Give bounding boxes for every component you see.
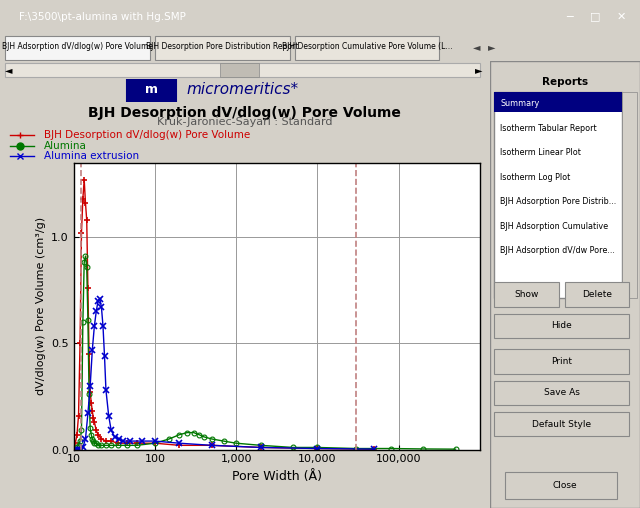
Bar — [494, 92, 622, 112]
FancyBboxPatch shape — [494, 380, 630, 405]
FancyBboxPatch shape — [494, 350, 630, 374]
Text: Alumina extrusion: Alumina extrusion — [44, 150, 139, 161]
Bar — [220, 62, 259, 77]
Text: BJH Adsorption Pore Distrib...: BJH Adsorption Pore Distrib... — [500, 197, 616, 206]
FancyBboxPatch shape — [494, 282, 559, 307]
X-axis label: Pore Width (Å): Pore Width (Å) — [232, 470, 322, 483]
FancyBboxPatch shape — [127, 79, 176, 101]
Bar — [5, 62, 480, 77]
Text: Close: Close — [552, 481, 577, 490]
Text: m: m — [145, 83, 158, 96]
Text: BJH Desorption dV/dlog(w) Pore Volume: BJH Desorption dV/dlog(w) Pore Volume — [44, 131, 250, 140]
Text: ►: ► — [475, 65, 483, 75]
Text: Default Style: Default Style — [532, 420, 591, 429]
FancyBboxPatch shape — [155, 36, 289, 59]
Text: ─: ─ — [566, 12, 573, 21]
FancyBboxPatch shape — [494, 92, 622, 298]
Text: BJH Adsorption dV/dw Pore...: BJH Adsorption dV/dw Pore... — [500, 246, 615, 256]
Text: Print: Print — [551, 357, 572, 366]
Text: Show: Show — [515, 290, 539, 299]
Text: Kruk-Jaroniec-Sayari : Standard: Kruk-Jaroniec-Sayari : Standard — [157, 117, 333, 127]
Text: Isotherm Log Plot: Isotherm Log Plot — [500, 173, 570, 182]
Text: BJH Adsorption dV/dlog(w) Pore Volume: BJH Adsorption dV/dlog(w) Pore Volume — [2, 42, 153, 51]
Text: ✕: ✕ — [616, 12, 625, 21]
FancyBboxPatch shape — [494, 412, 630, 436]
FancyBboxPatch shape — [564, 282, 630, 307]
Text: BJH Desorption Pore Distribution Report: BJH Desorption Pore Distribution Report — [146, 42, 298, 51]
Text: F:\3500\pt-alumina with Hg.SMP: F:\3500\pt-alumina with Hg.SMP — [19, 12, 186, 21]
Text: Delete: Delete — [582, 290, 612, 299]
Text: ►: ► — [488, 42, 495, 52]
Text: □: □ — [590, 12, 600, 21]
FancyBboxPatch shape — [294, 36, 439, 59]
Text: Save As: Save As — [544, 389, 580, 397]
Bar — [622, 92, 637, 298]
Text: Alumina: Alumina — [44, 141, 87, 150]
Text: Isotherm Tabular Report: Isotherm Tabular Report — [500, 123, 596, 133]
Y-axis label: dV/dlog(w) Pore Volume (cm³/g): dV/dlog(w) Pore Volume (cm³/g) — [36, 217, 45, 395]
Text: Isotherm Linear Plot: Isotherm Linear Plot — [500, 148, 581, 157]
Text: Reports: Reports — [541, 77, 588, 86]
Text: ◄: ◄ — [473, 42, 481, 52]
Text: micromeritics*: micromeritics* — [186, 82, 298, 97]
Text: BJH Adsorption Cumulative: BJH Adsorption Cumulative — [500, 222, 608, 231]
FancyBboxPatch shape — [5, 36, 150, 59]
FancyBboxPatch shape — [494, 313, 630, 338]
Text: ◄: ◄ — [5, 65, 12, 75]
Text: BJH Desorption Cumulative Pore Volume (L...: BJH Desorption Cumulative Pore Volume (L… — [282, 42, 452, 51]
Text: BJH Desorption dV/dlog(w) Pore Volume: BJH Desorption dV/dlog(w) Pore Volume — [88, 106, 401, 120]
FancyBboxPatch shape — [505, 472, 618, 499]
Text: Hide: Hide — [552, 322, 572, 330]
Text: Summary: Summary — [500, 99, 540, 108]
